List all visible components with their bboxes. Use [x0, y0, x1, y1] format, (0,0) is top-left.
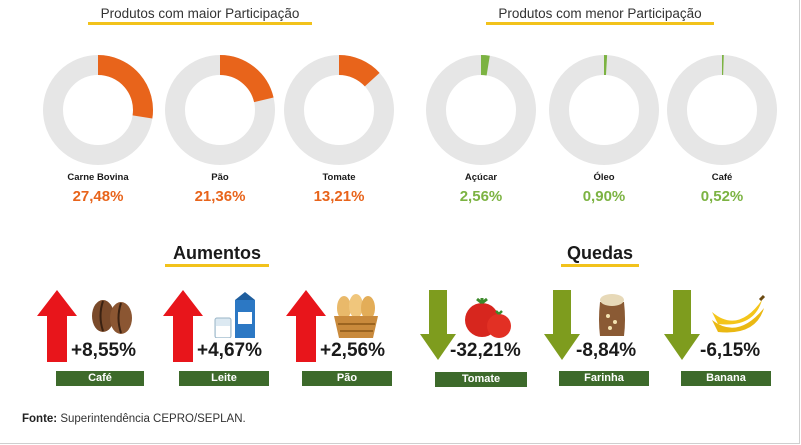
queda-label: Tomate: [435, 372, 527, 387]
menor-participacao-title: Produtos com menor Participação: [486, 6, 714, 25]
donut-menor-2: Café 0,52%: [667, 55, 777, 205]
banana-icon: [712, 294, 766, 333]
aumento-item-leite: +4,67% Leite: [163, 290, 293, 390]
milk-icon: [214, 292, 255, 338]
donut-track: [426, 55, 536, 165]
source-text: Superintendência CEPRO/SEPLAN.: [57, 413, 246, 425]
aumento-label: Pão: [302, 371, 392, 386]
aumento-value: +8,55%: [71, 340, 136, 361]
aumento-item-cafe: +8,55% Café: [37, 290, 167, 390]
donut-menor-0: Açúcar 2,56%: [426, 55, 536, 205]
arrow-up-icon: [37, 290, 77, 362]
aumento-label: Leite: [179, 371, 269, 386]
donut-category-label: Pão: [211, 172, 229, 183]
donut-value-label: 2,56%: [460, 188, 503, 205]
donut-charts: Carne Bovina 27,48% Pão 21,36% Tomate 13,21% A…: [43, 55, 777, 205]
donut-track: [667, 55, 777, 165]
queda-item-banana: -6,15% Banana: [664, 290, 794, 390]
donut-value-label: 13,21%: [314, 188, 365, 205]
quedas-title: Quedas: [561, 243, 639, 267]
donut-slice: [97, 55, 153, 119]
queda-item-tomate: -32,21% Tomate: [420, 290, 560, 390]
donut-category-label: Óleo: [593, 171, 614, 183]
source-note: Fonte: Superintendência CEPRO/SEPLAN.: [22, 413, 246, 425]
flour-sack-icon: [599, 294, 625, 336]
queda-label: Farinha: [559, 371, 649, 386]
donut-menor-1: Óleo 0,90%: [549, 55, 659, 205]
source-label: Fonte:: [22, 413, 58, 425]
menor-participacao-title-text: Produtos com menor Participação: [498, 6, 702, 21]
maior-participacao-title: Produtos com maior Participação: [88, 6, 312, 25]
donut-value-label: 0,52%: [701, 188, 744, 205]
title-underline: [486, 22, 714, 25]
aumento-value: +2,56%: [320, 340, 385, 361]
donut-category-label: Tomate: [322, 172, 355, 183]
queda-item-farinha: -8,84% Farinha: [544, 290, 674, 390]
queda-label: Banana: [681, 371, 771, 386]
title-underline: [561, 264, 639, 267]
quedas-title-text: Quedas: [566, 243, 634, 263]
donut-maior-2: Tomate 13,21%: [284, 55, 394, 205]
donut-slice: [480, 55, 490, 76]
aumentos-title-text: Aumentos: [172, 243, 261, 263]
arrow-up-icon: [286, 290, 326, 362]
arrow-up-icon: [163, 290, 203, 362]
donut-track: [549, 55, 659, 165]
donut-slice: [219, 55, 274, 103]
coffee-beans-icon: [92, 300, 132, 334]
donut-maior-1: Pão 21,36%: [165, 55, 275, 205]
donut-value-label: 27,48%: [73, 188, 124, 205]
donut-maior-0: Carne Bovina 27,48%: [43, 55, 153, 205]
donut-slice: [338, 55, 380, 87]
bread-basket-icon: [334, 294, 378, 338]
queda-value: -6,15%: [700, 340, 761, 361]
arrow-down-icon: [544, 290, 580, 360]
title-underline: [88, 22, 312, 25]
queda-value: -8,84%: [576, 340, 637, 361]
maior-participacao-title-text: Produtos com maior Participação: [100, 6, 300, 21]
donut-category-label: Café: [712, 172, 733, 183]
aumento-item-pao: +2,56% Pão: [286, 290, 416, 390]
title-underline: [165, 264, 269, 267]
tomato-icon: [465, 297, 511, 338]
donut-category-label: Açúcar: [465, 172, 498, 183]
donut-value-label: 0,90%: [583, 188, 626, 205]
queda-value: -32,21%: [450, 340, 521, 361]
aumento-value: +4,67%: [197, 340, 262, 361]
aumentos-title: Aumentos: [165, 243, 269, 267]
donut-category-label: Carne Bovina: [67, 172, 129, 183]
donut-value-label: 21,36%: [195, 188, 246, 205]
arrow-down-icon: [664, 290, 700, 360]
arrow-down-icon: [420, 290, 456, 360]
aumento-label: Café: [56, 371, 144, 386]
